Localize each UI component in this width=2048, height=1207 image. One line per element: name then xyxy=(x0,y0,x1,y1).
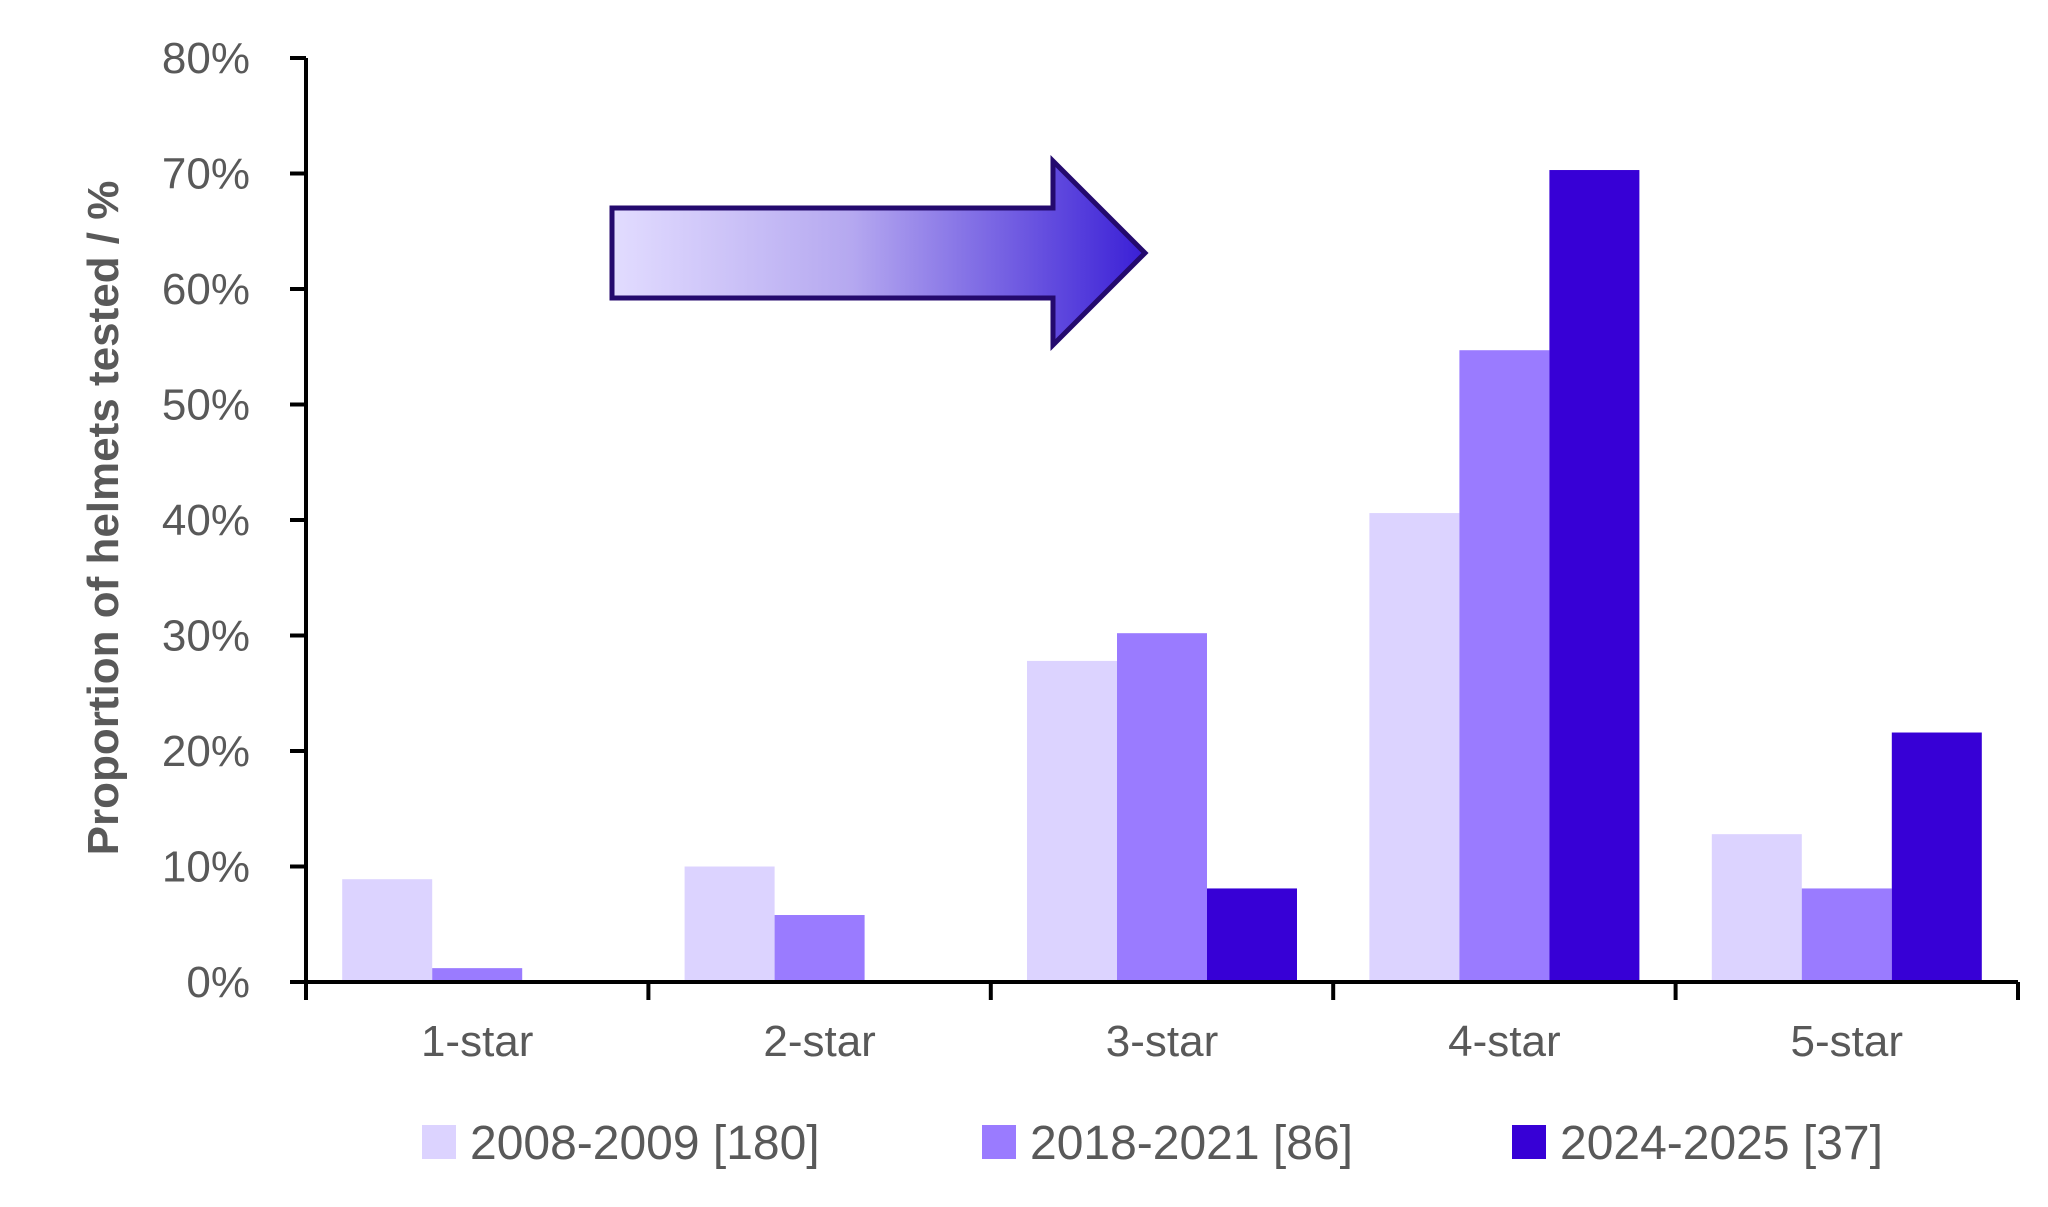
y-tick-label: 80% xyxy=(162,34,250,83)
legend-swatch xyxy=(422,1125,456,1159)
x-tick-label: 1-star xyxy=(421,1017,533,1066)
x-tick-label: 5-star xyxy=(1791,1017,1903,1066)
y-tick-label: 50% xyxy=(162,381,250,430)
bar-3-star-series-1 xyxy=(1117,633,1207,982)
bar-5-star-series-0 xyxy=(1711,834,1802,982)
bar-4-star-series-2 xyxy=(1549,170,1640,982)
bar-1-star-series-0 xyxy=(342,879,433,982)
y-axis-title: Proportion of helmets tested / % xyxy=(79,181,128,856)
legend: 2008-2009 [180] 2018-2021 [86] 2024-2025 [… xyxy=(422,1117,1883,1170)
y-tick-label: 30% xyxy=(162,612,250,661)
bar-4-star-series-0 xyxy=(1369,513,1460,982)
legend-swatch xyxy=(982,1125,1016,1159)
bar-5-star-series-2 xyxy=(1891,732,1982,982)
bar-5-star-series-1 xyxy=(1801,888,1892,982)
bar-3-star-series-2 xyxy=(1207,888,1297,982)
x-tick-label: 3-star xyxy=(1106,1017,1218,1066)
bars xyxy=(342,170,1982,983)
legend-label: 2018-2021 [86] xyxy=(1030,1117,1353,1170)
y-tick-label: 20% xyxy=(162,727,250,776)
y-tick-label: 60% xyxy=(162,265,250,314)
y-tick-label: 40% xyxy=(162,496,250,545)
y-tick-label: 10% xyxy=(162,843,250,892)
bar-4-star-series-1 xyxy=(1459,350,1550,983)
bar-2-star-series-1 xyxy=(774,915,865,982)
bar-2-star-series-0 xyxy=(684,866,775,982)
y-tick-label: 70% xyxy=(162,150,250,199)
legend-label: 2008-2009 [180] xyxy=(470,1117,820,1170)
y-axis-ticks: 0% 10% 20% 30% 40% 50% 60% 70% 80% xyxy=(162,34,306,1007)
x-tick-label: 2-star xyxy=(763,1017,875,1066)
bar-3-star-series-0 xyxy=(1027,660,1117,982)
legend-swatch xyxy=(1512,1125,1546,1159)
trend-arrow xyxy=(609,154,1149,352)
legend-label: 2024-2025 [37] xyxy=(1560,1117,1883,1170)
bar-1-star-series-1 xyxy=(432,968,523,982)
x-axis-labels: 1-star 2-star 3-star 4-star 5-star xyxy=(304,982,2020,1066)
x-tick-label: 4-star xyxy=(1448,1017,1560,1066)
y-tick-label: 0% xyxy=(186,958,250,1007)
